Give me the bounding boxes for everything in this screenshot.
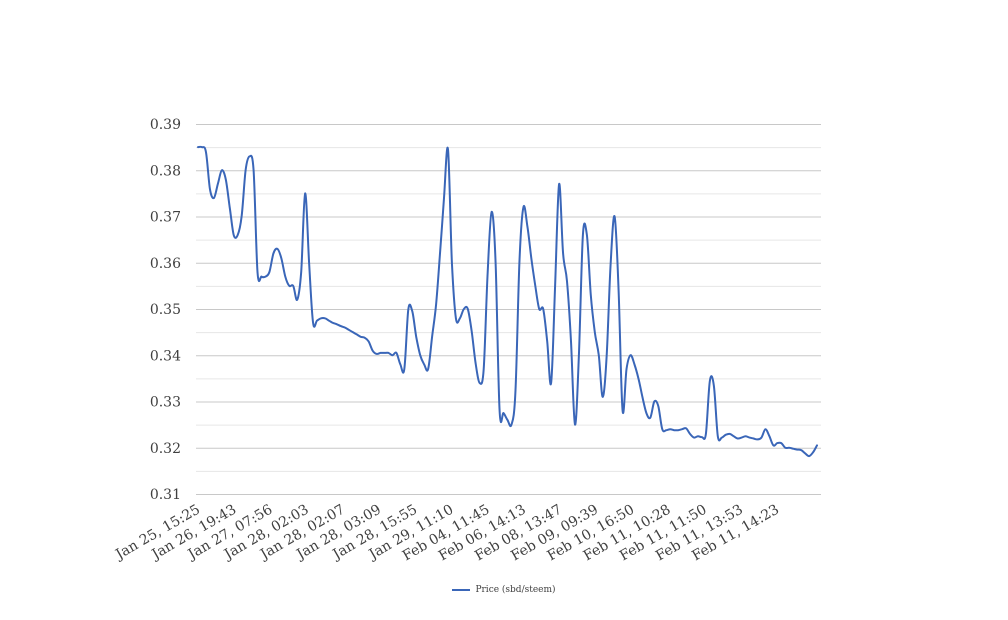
series-layer <box>197 145 818 458</box>
series-line-price <box>197 145 818 458</box>
y-tick-label: 0.33 <box>150 395 181 411</box>
y-tick-label: 0.37 <box>150 210 181 226</box>
y-tick-label: 0.32 <box>150 441 181 457</box>
y-tick-label: 0.31 <box>150 487 181 503</box>
y-tick-label: 0.39 <box>150 117 181 133</box>
legend: Price (sbd/steem) <box>0 583 1008 597</box>
grid-lines <box>196 124 821 495</box>
y-tick-label: 0.36 <box>150 256 181 272</box>
legend-swatch-price <box>452 589 471 591</box>
y-axis-tick-labels: 0.39 0.38 0.37 0.36 0.35 0.34 0.33 0.32 0.31 <box>150 117 181 503</box>
y-tick-label: 0.38 <box>150 163 181 179</box>
legend-label-price: Price (sbd/steem) <box>475 585 556 595</box>
y-tick-label: 0.35 <box>150 302 181 318</box>
y-tick-label: 0.34 <box>150 348 181 364</box>
